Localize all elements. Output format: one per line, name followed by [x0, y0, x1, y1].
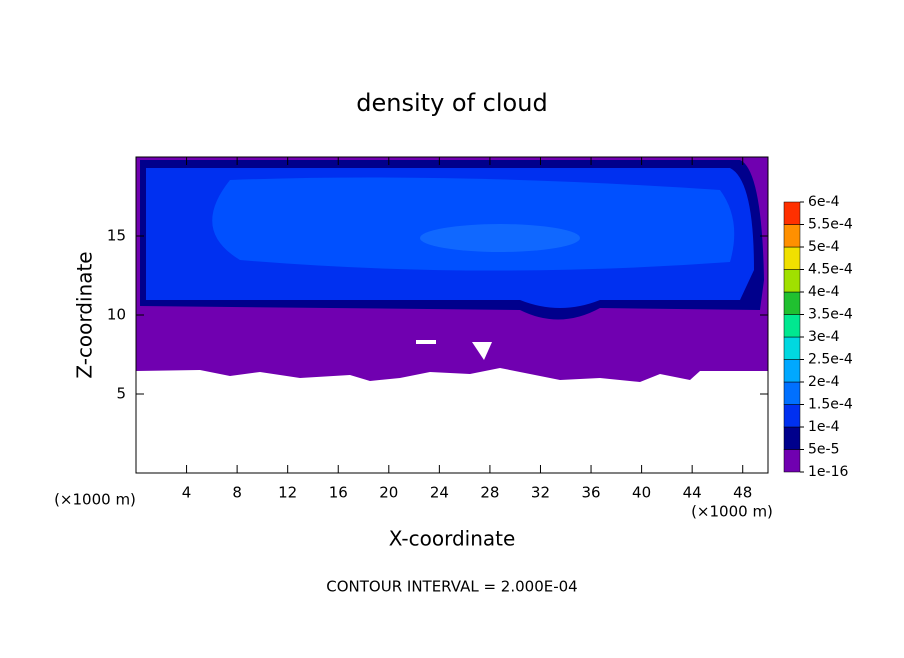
contour-note: CONTOUR INTERVAL = 2.000E-04 — [326, 578, 577, 596]
x-axis-label: X-coordinate — [389, 527, 516, 551]
colorbar-label: 3.5e-4 — [808, 307, 853, 323]
colorbar-band — [783, 449, 801, 473]
colorbar-band — [783, 224, 801, 248]
field — [135, 156, 769, 474]
x-tick-label: 20 — [379, 484, 398, 502]
x-tick-label: 16 — [329, 484, 348, 502]
colorbar-label: 4.5e-4 — [808, 262, 853, 278]
field-peak — [420, 224, 580, 252]
y-tick-label: 10 — [107, 306, 126, 324]
colorbar-band — [783, 314, 801, 338]
colorbar-band — [783, 269, 801, 293]
colorbar-band — [783, 381, 801, 405]
colorbar-label: 6e-4 — [808, 194, 840, 210]
y-tick-label: 5 — [116, 385, 126, 403]
colorbar-label: 1e-4 — [808, 419, 840, 435]
colorbar-band — [783, 291, 801, 315]
colorbar-band — [783, 336, 801, 360]
colorbar-label: 1.5e-4 — [808, 397, 853, 413]
colorbar-label: 1e-16 — [808, 464, 848, 480]
x-tick-label: 40 — [632, 484, 651, 502]
x-tick-label: 8 — [232, 484, 242, 502]
field-gap — [472, 342, 492, 360]
colorbar-band — [783, 246, 801, 270]
x-tick-label: 12 — [278, 484, 297, 502]
colorbar-label: 4e-4 — [808, 284, 840, 300]
field-core — [212, 177, 735, 271]
y-tick-label: 15 — [107, 227, 126, 245]
x-tick-label: 36 — [581, 484, 600, 502]
x-tick-label: 4 — [182, 484, 192, 502]
field-gap — [416, 340, 436, 344]
x-tick-label: 44 — [683, 484, 702, 502]
colorbar-label: 3e-4 — [808, 329, 840, 345]
colorbar-band — [783, 404, 801, 428]
x-tick-label: 48 — [733, 484, 752, 502]
y-unit: (×1000 m) — [54, 491, 136, 509]
colorbar-band — [783, 359, 801, 383]
colorbar-label: 5e-5 — [808, 442, 839, 458]
colorbar-label: 2.5e-4 — [808, 352, 853, 368]
x-tick-label: 28 — [480, 484, 499, 502]
x-unit: (×1000 m) — [691, 503, 773, 521]
colorbar-label: 5.5e-4 — [808, 217, 853, 233]
colorbar-label: 2e-4 — [808, 374, 840, 390]
colorbar-band — [783, 201, 801, 225]
colorbar-label: 5e-4 — [808, 239, 840, 255]
y-axis-label: Z-coordinate — [73, 251, 97, 378]
x-tick-label: 24 — [430, 484, 449, 502]
colorbar-band — [783, 426, 801, 450]
chart-title: density of cloud — [356, 89, 547, 117]
x-tick-label: 32 — [531, 484, 550, 502]
